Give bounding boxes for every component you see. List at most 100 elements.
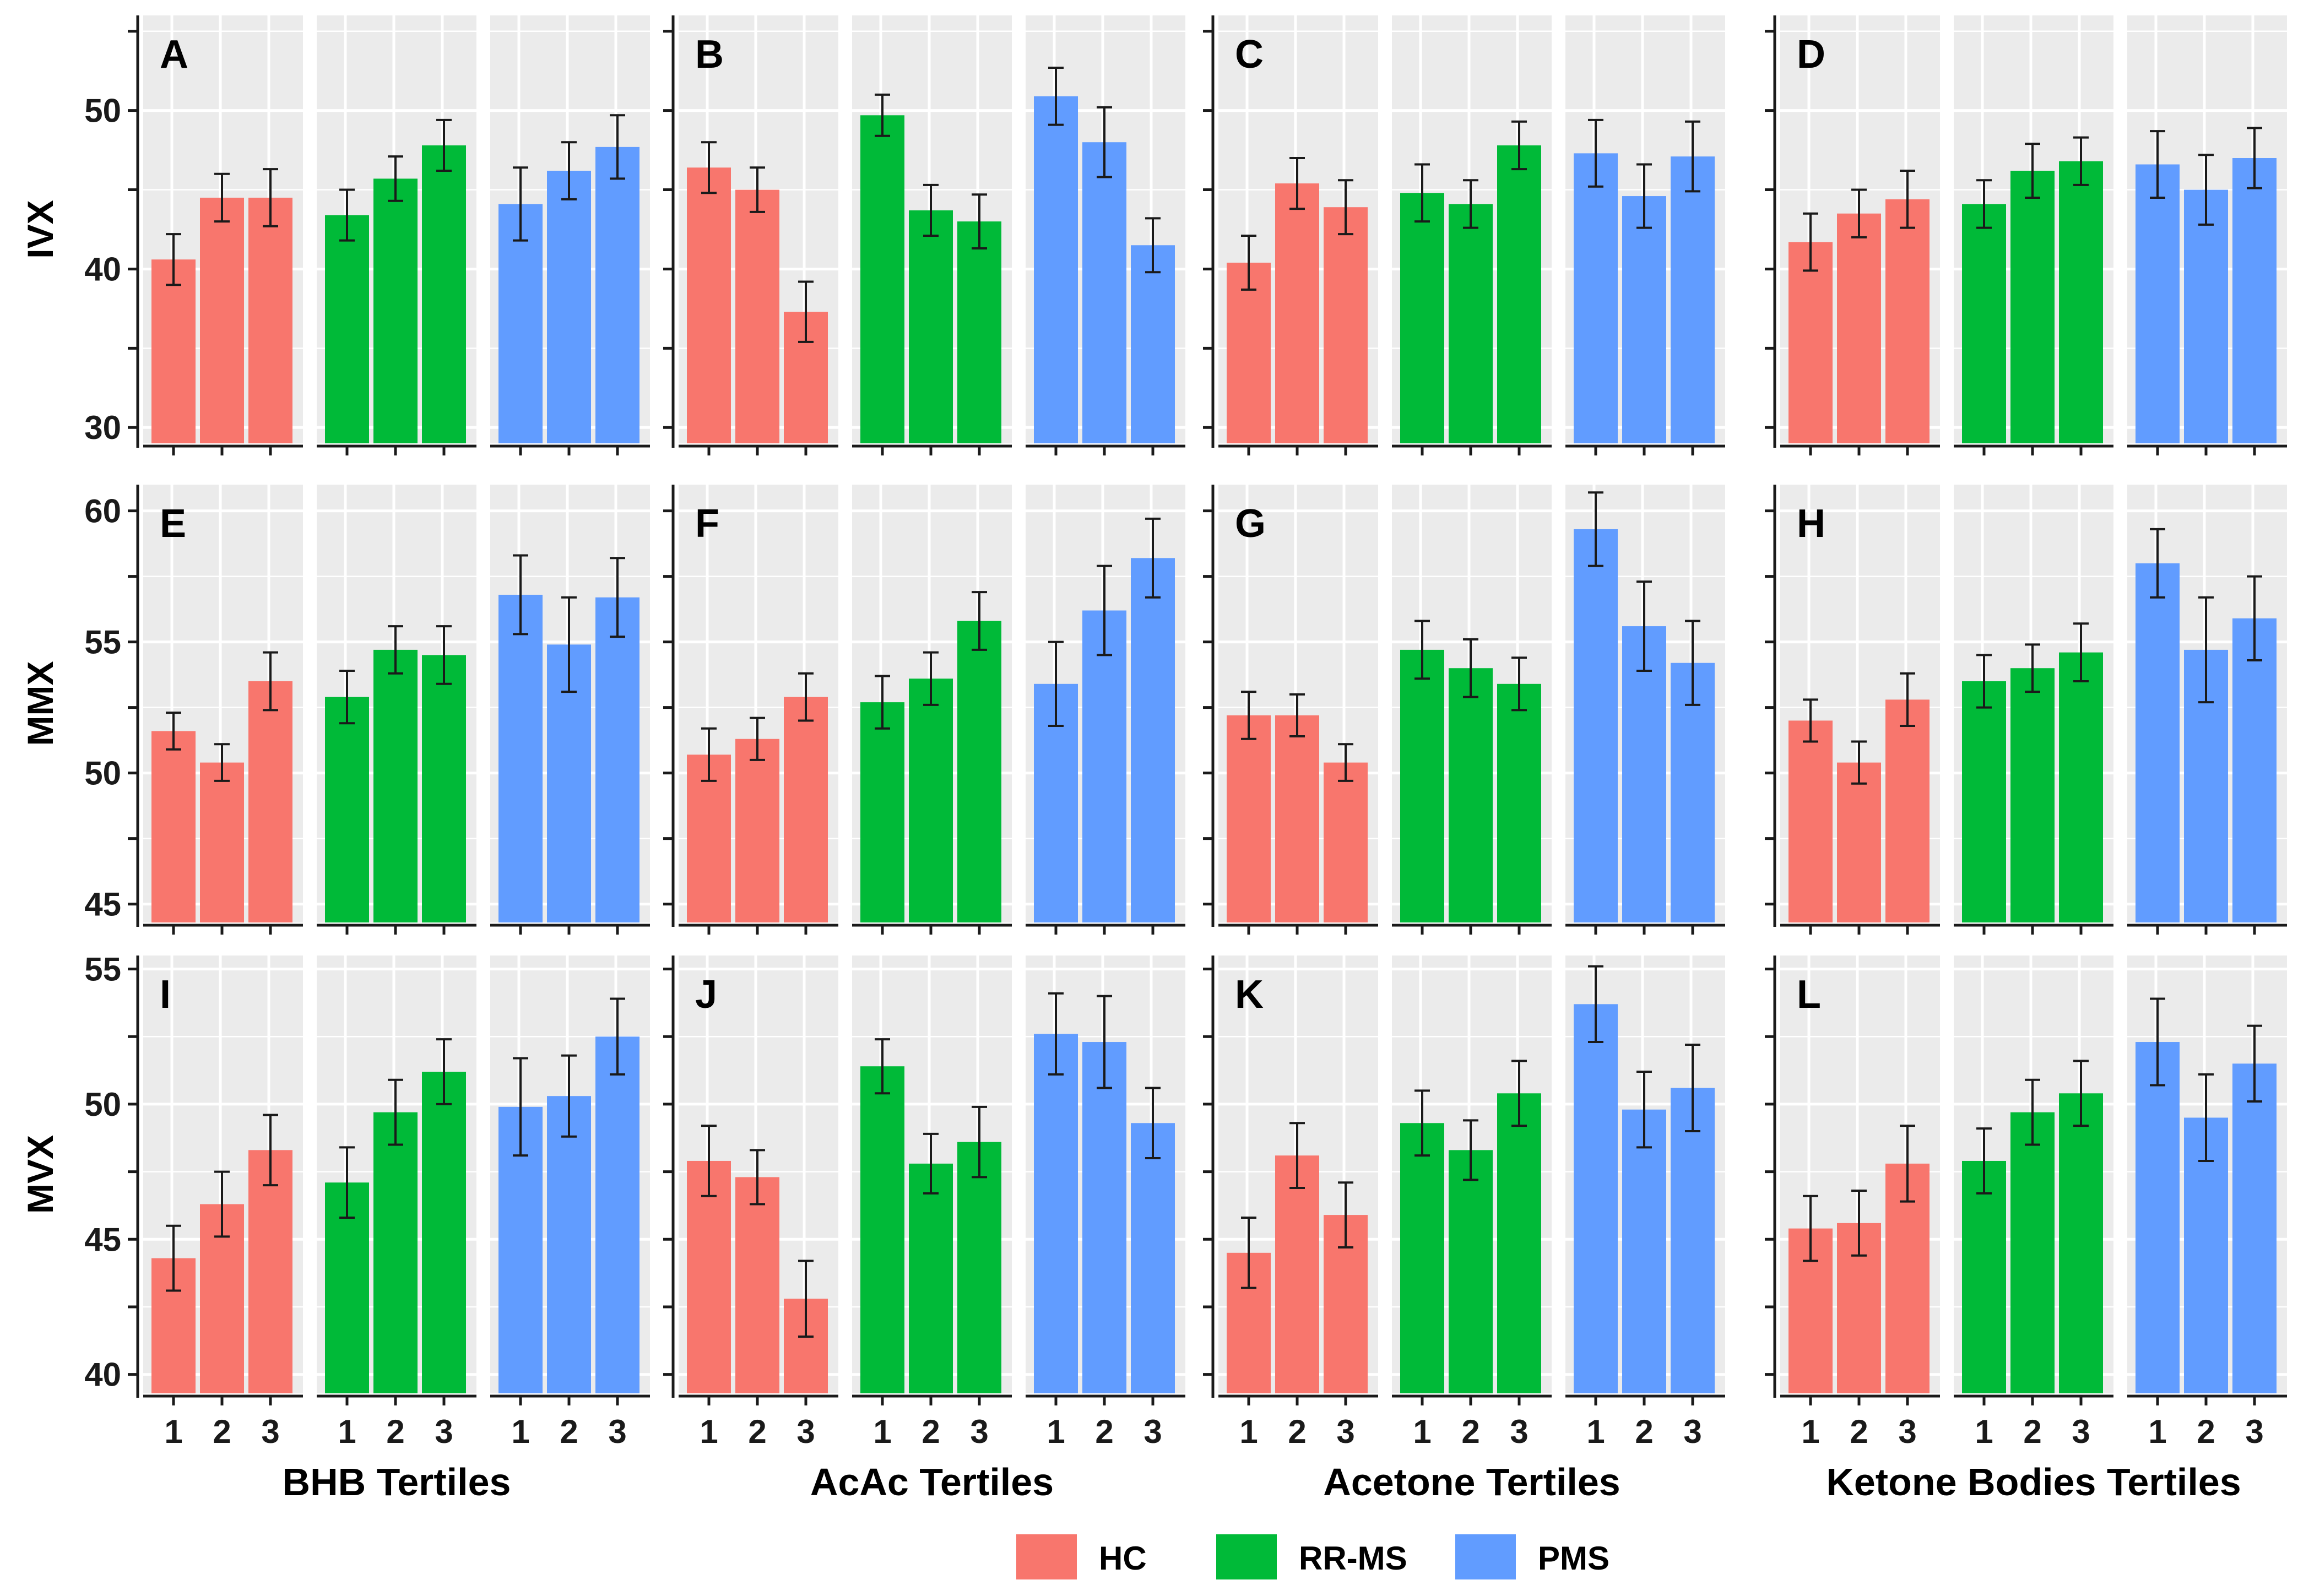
error-bar <box>1463 1119 1478 1181</box>
bar-hc-tertile-1 <box>687 754 731 922</box>
error-bar <box>1414 620 1430 680</box>
error-bar <box>1145 1087 1161 1160</box>
panel-mmx-acac-tertiles-hc <box>679 485 838 935</box>
y-tick-label: 55 <box>84 951 121 988</box>
bar-hc-tertile-3 <box>1324 762 1368 922</box>
y-axis-mmx-bhb-tertiles: 45 50 55 60 <box>84 485 139 927</box>
error-bar <box>1588 491 1603 567</box>
bar-rr-ms-tertile-2 <box>1449 1150 1493 1393</box>
bar-rr-ms-tertile-2 <box>2010 171 2055 443</box>
x-tick-label: 3 <box>2072 1413 2090 1450</box>
bar-rr-ms-tertile-2 <box>373 649 418 922</box>
x-tick-label: 2 <box>1095 1413 1113 1450</box>
error-bar <box>750 166 765 213</box>
bar-rr-ms-tertile-1 <box>860 1066 904 1393</box>
bar-rr-ms-tertile-3 <box>1497 1093 1541 1393</box>
error-bar <box>2247 575 2262 661</box>
bar-hc-tertile-1 <box>687 1160 731 1393</box>
x-tick-label: 3 <box>1898 1413 1916 1450</box>
error-bar <box>561 596 577 693</box>
bar-rr-ms-tertile-1 <box>325 215 369 443</box>
panel-letter: C <box>1235 32 1264 77</box>
panel-letter: F <box>695 502 719 546</box>
x-tick-label: 1 <box>1047 1413 1065 1450</box>
error-bar <box>701 141 717 194</box>
legend-label-pms: PMS <box>1538 1540 1609 1577</box>
panel-ivx-ketone-bodies-tertiles-pms <box>2127 15 2287 455</box>
bar-hc-tertile-3 <box>1885 199 1930 443</box>
error-bar <box>1588 965 1603 1044</box>
bar-pms-tertile-3 <box>2232 1063 2277 1393</box>
error-bar <box>2247 127 2262 189</box>
error-bar <box>2150 528 2165 599</box>
panel-ivx-ketone-bodies-tertiles-hc <box>1780 15 1940 455</box>
error-bar <box>923 1132 939 1195</box>
error-bar <box>436 1038 452 1105</box>
panel-letter: E <box>160 502 186 546</box>
error-bar <box>798 672 814 722</box>
error-bar <box>263 168 278 227</box>
error-bar <box>561 141 577 200</box>
error-bar <box>875 1038 890 1095</box>
x-axis-title-acac-tertiles: AcAc Tertiles <box>810 1461 1054 1503</box>
error-bar <box>388 1078 403 1146</box>
bar-pms-tertile-1 <box>1574 529 1618 922</box>
panel-letter: H <box>1797 502 1825 546</box>
bar-pms-tertile-3 <box>595 146 639 443</box>
error-bar <box>2025 643 2040 693</box>
bar-pms-tertile-3 <box>1131 558 1175 922</box>
error-bar <box>2073 622 2089 683</box>
error-bar <box>1414 1089 1430 1157</box>
x-tick-label: 1 <box>700 1413 718 1450</box>
legend-label-rr-ms: RR-MS <box>1299 1540 1407 1577</box>
panel-mmx-ketone-bodies-tertiles-rr-ms <box>1954 485 2113 935</box>
bar-pms-tertile-2 <box>1082 610 1126 922</box>
error-bar <box>2198 1073 2214 1162</box>
y-tick-label: 30 <box>84 409 121 446</box>
bar-rr-ms-tertile-3 <box>422 1072 466 1393</box>
error-bar <box>1048 640 1064 727</box>
bar-rr-ms-tertile-3 <box>957 221 1001 443</box>
error-bar <box>166 233 181 286</box>
bar-pms-tertile-3 <box>1671 156 1715 444</box>
x-tick-label: 3 <box>435 1413 453 1450</box>
panel-letter: B <box>695 32 724 77</box>
bar-rr-ms-tertile-2 <box>909 678 953 922</box>
error-bar <box>1289 157 1305 210</box>
error-bar <box>701 1125 717 1197</box>
x-tick-label: 1 <box>511 1413 529 1450</box>
bar-rr-ms-tertile-2 <box>373 178 418 443</box>
error-bar <box>1636 163 1652 229</box>
error-bar <box>388 155 403 202</box>
bar-hc-tertile-1 <box>151 259 196 443</box>
error-bar <box>166 712 181 751</box>
bar-pms-tertile-3 <box>1671 663 1715 922</box>
x-tick-label: 3 <box>608 1413 626 1450</box>
panel-letter: D <box>1797 32 1825 77</box>
panel-ivx-acetone-tertiles-hc <box>1218 15 1378 455</box>
x-tick-label: 1 <box>873 1413 891 1450</box>
bar-pms-tertile-2 <box>1082 1042 1126 1393</box>
panel-mmx-ketone-bodies-tertiles-hc <box>1780 485 1940 935</box>
error-bar <box>436 625 452 685</box>
x-tick-label: 3 <box>1510 1413 1528 1450</box>
panel-letter: L <box>1797 973 1821 1017</box>
y-tick-label: 45 <box>84 886 121 923</box>
bar-pms-tertile-1 <box>2136 164 2180 443</box>
error-bar <box>1685 120 1700 193</box>
x-tick-label: 2 <box>1635 1413 1653 1450</box>
error-bar <box>972 1105 987 1179</box>
panel-mmx-ketone-bodies-tertiles-pms <box>2127 485 2287 935</box>
bar-rr-ms-tertile-3 <box>957 621 1001 922</box>
x-tick-label: 3 <box>796 1413 815 1450</box>
bar-hc-tertile-1 <box>151 731 196 922</box>
x-tick-label: 1 <box>1586 1413 1605 1450</box>
bar-rr-ms-tertile-2 <box>2010 668 2055 922</box>
panel-ivx-acetone-tertiles-rr-ms <box>1392 15 1552 455</box>
bar-hc-tertile-2 <box>735 189 779 443</box>
error-bar <box>2025 143 2040 199</box>
legend-label-hc: HC <box>1099 1540 1147 1577</box>
